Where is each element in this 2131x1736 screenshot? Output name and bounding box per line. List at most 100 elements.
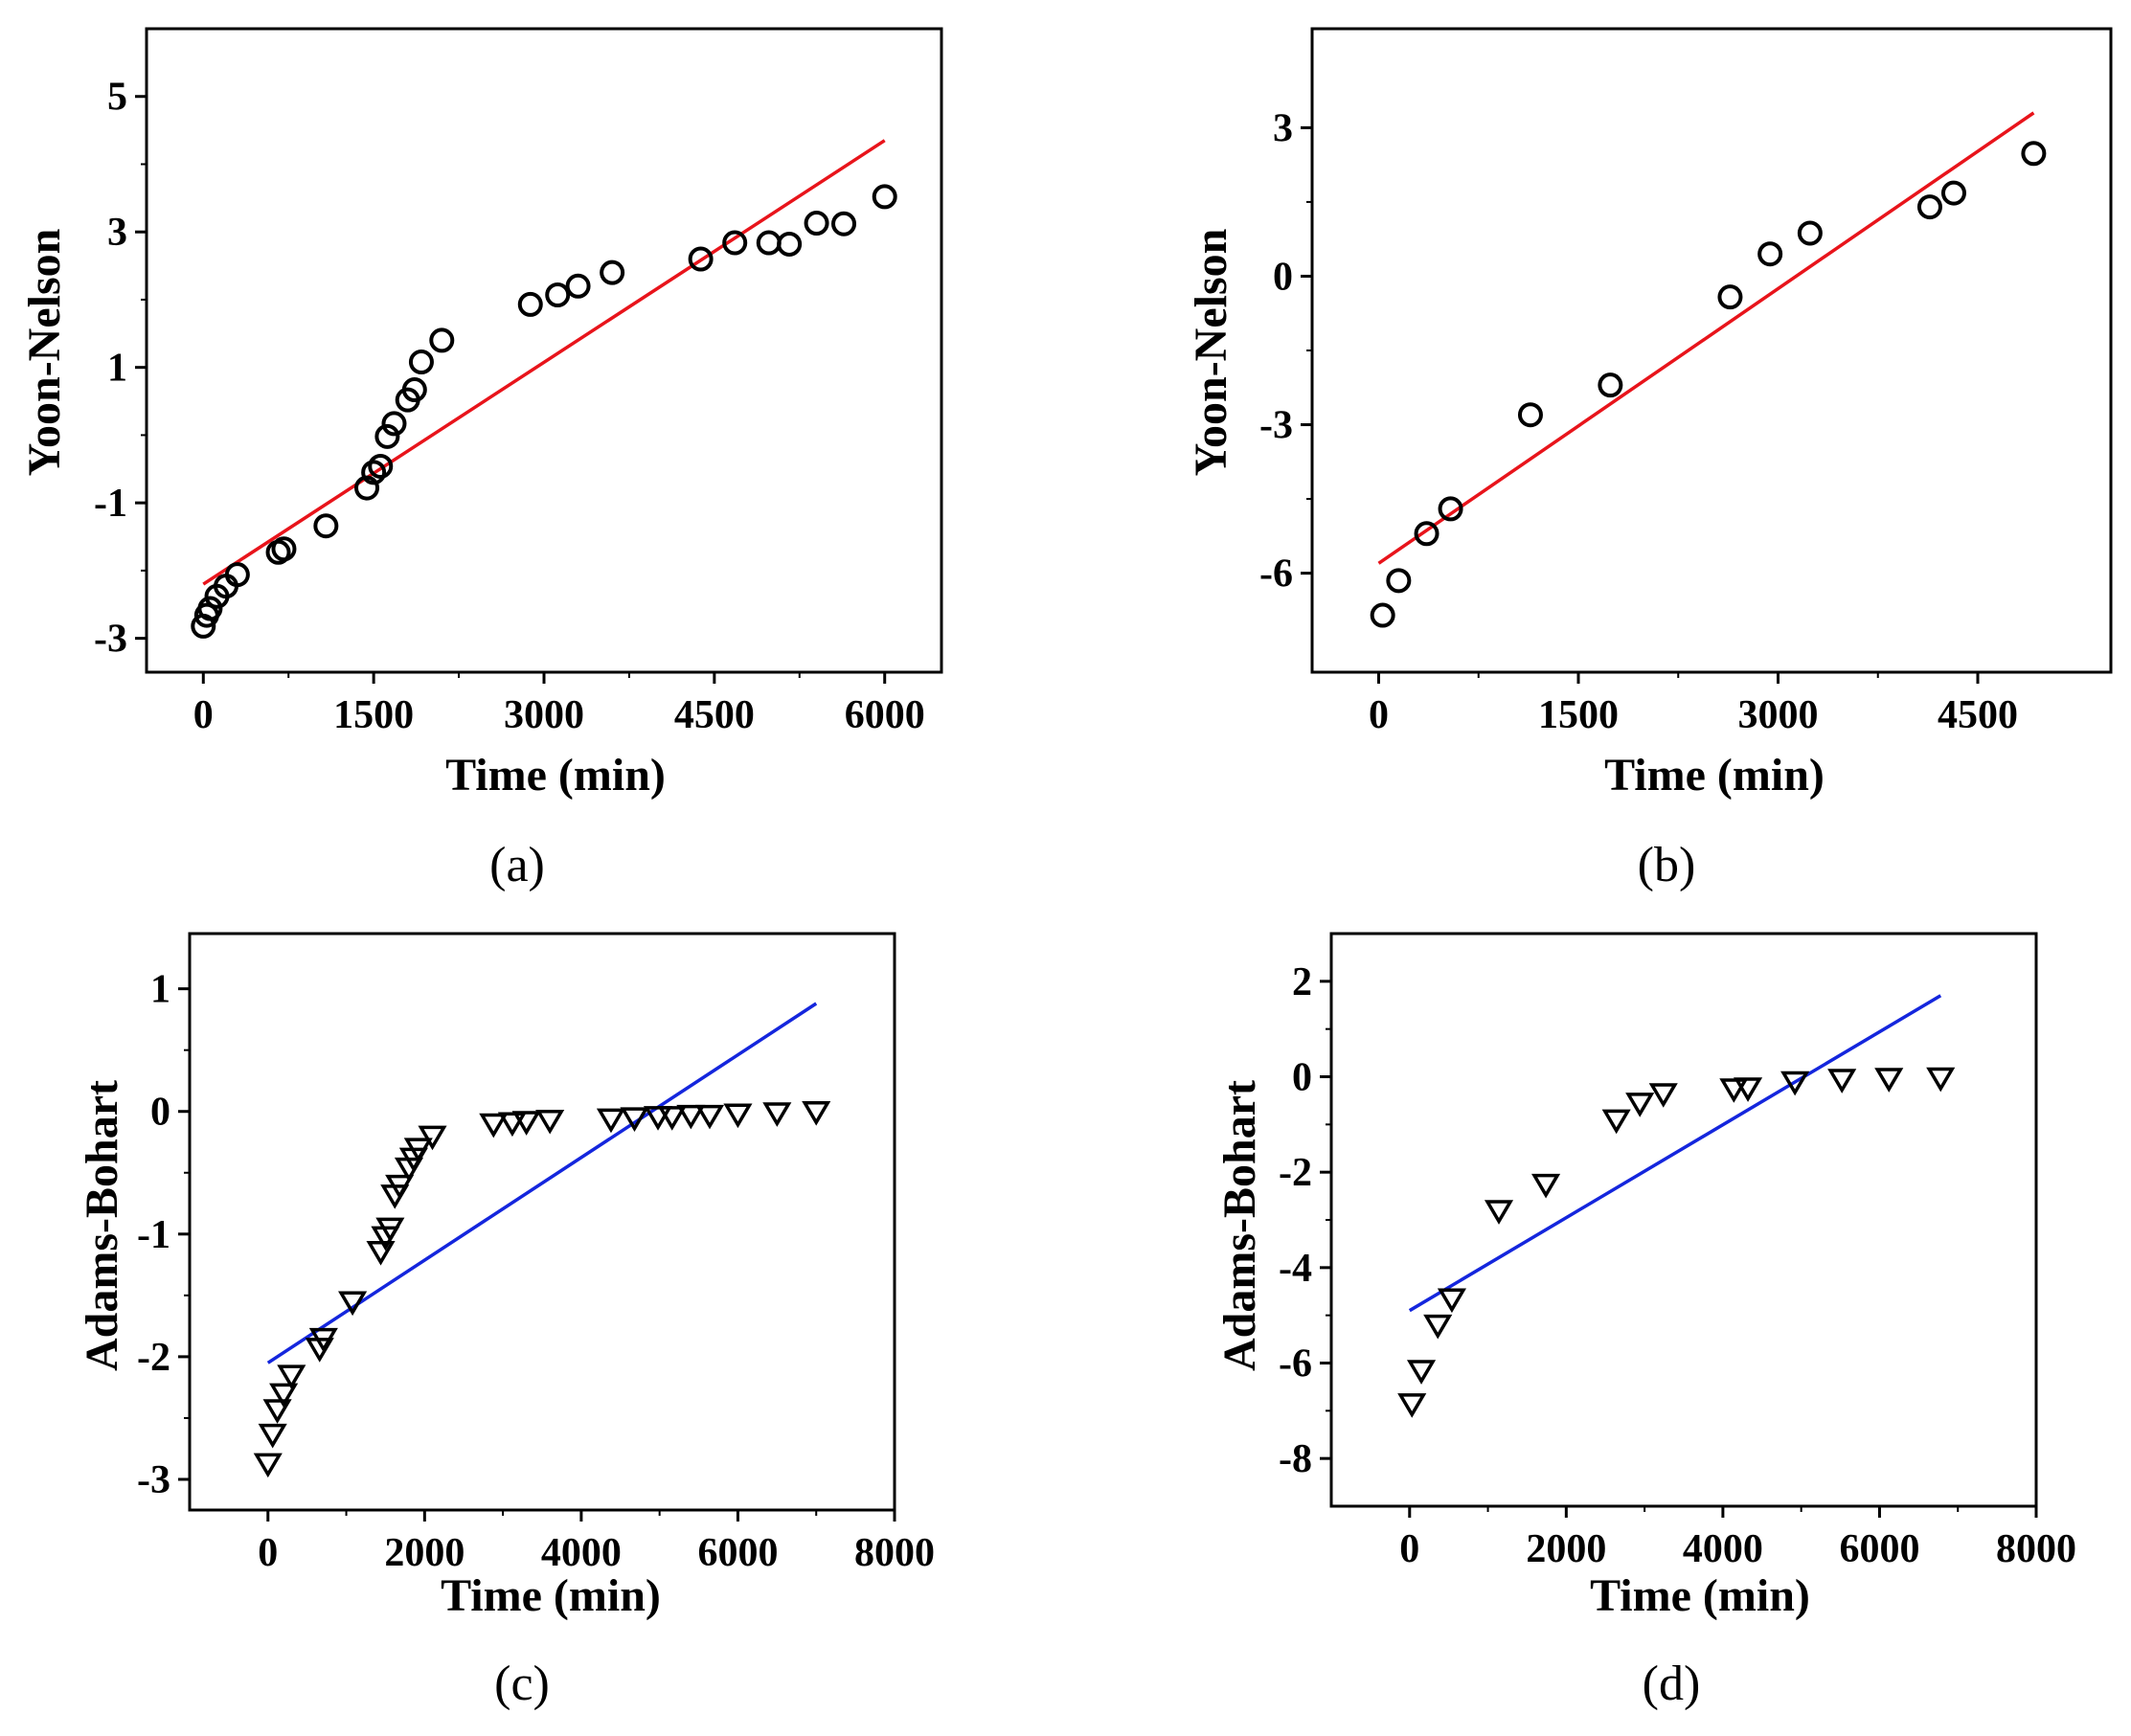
y-tick-label: -2 <box>137 1336 170 1380</box>
x-tick-label: 2000 <box>1526 1527 1606 1571</box>
x-tick-label: 6000 <box>845 693 925 737</box>
data-point <box>872 184 897 210</box>
data-point <box>1625 1093 1655 1117</box>
chart-panel-b: 0 1500 3000 4500 -6 -3 0 3 Time (min) Yoon-Nels… <box>1186 27 2113 892</box>
axis-ticks: 0 1500 3000 4500 -6 -3 0 3 <box>1259 106 2018 737</box>
data-point <box>802 1100 831 1126</box>
data-point <box>831 211 857 237</box>
data-point <box>1916 194 1942 220</box>
axis-ticks: 0 1500 3000 4500 6000 -3 -1 1 3 5 <box>94 76 925 737</box>
y-tick-label: -3 <box>137 1458 170 1502</box>
data-point <box>385 1174 415 1200</box>
data-point <box>1438 496 1463 522</box>
data-point <box>271 536 297 562</box>
data-point <box>756 230 782 256</box>
data-point <box>565 273 591 299</box>
x-axis-title: Time (min) <box>1604 750 1825 800</box>
data-point <box>368 453 394 479</box>
data-point <box>1874 1068 1904 1093</box>
data-point <box>517 291 543 317</box>
data-point <box>381 411 407 437</box>
fit-line <box>202 139 886 586</box>
y-axis-title: Yoon-Nelson <box>19 229 70 477</box>
data-point <box>1940 180 1966 206</box>
x-tick-label: 4000 <box>541 1531 622 1575</box>
y-tick-label: 3 <box>107 211 127 255</box>
y-tick-label: 0 <box>1273 255 1293 299</box>
x-tick-label: 6000 <box>1839 1527 1919 1571</box>
data-point <box>1598 372 1623 398</box>
data-point <box>511 1111 541 1136</box>
x-tick-label: 3000 <box>504 693 584 737</box>
data-point <box>1717 284 1743 310</box>
x-tick-label: 0 <box>193 693 214 737</box>
axis-ticks: 0 2000 4000 6000 8000 -8 -6 -4 -2 0 2 <box>1279 960 2076 1571</box>
fit-line-group <box>1408 994 1942 1313</box>
panel-label: (b) <box>1638 838 1696 892</box>
fit-line-group <box>202 139 886 586</box>
data-point <box>308 1327 338 1353</box>
data-point <box>269 1383 299 1409</box>
data-point <box>535 1109 565 1135</box>
data-point <box>197 596 223 621</box>
data-point <box>418 1125 447 1151</box>
data-point <box>1780 1071 1810 1096</box>
data-point <box>722 230 748 256</box>
x-tick-label: 4500 <box>1938 693 2018 737</box>
data-point <box>361 460 387 485</box>
chart-panel-d: 0 2000 4000 6000 8000 -8 -6 -4 -2 0 2 Time (min) A… <box>1214 932 2076 1711</box>
data-point <box>313 513 339 539</box>
y-tick-label: 2 <box>1292 960 1312 1004</box>
data-point <box>338 1291 368 1317</box>
data-point <box>1733 1077 1763 1102</box>
data-point <box>1719 1078 1749 1103</box>
x-tick-label: 0 <box>258 1531 278 1575</box>
data-point <box>600 259 625 285</box>
x-tick-label: 4000 <box>1683 1527 1763 1571</box>
y-tick-label: -6 <box>1259 552 1293 597</box>
data-point <box>596 1108 626 1134</box>
y-tick-label: 1 <box>150 968 170 1012</box>
data-point <box>2021 141 2047 167</box>
data-point <box>408 349 434 375</box>
y-tick-label: -2 <box>1279 1151 1312 1195</box>
data-points <box>191 184 897 639</box>
data-point <box>1926 1067 1956 1093</box>
panel-label: (c) <box>494 1657 550 1711</box>
data-point <box>1397 1393 1427 1418</box>
axis-ticks: 0 2000 4000 6000 8000 -3 -2 -1 0 1 <box>137 968 935 1575</box>
data-point <box>1437 1288 1466 1314</box>
data-point <box>224 562 250 588</box>
data-point <box>262 1399 292 1424</box>
data-point <box>762 1102 792 1127</box>
data-point <box>1484 1200 1514 1225</box>
data-point <box>643 1106 673 1131</box>
y-tick-label: -3 <box>94 618 127 662</box>
data-points <box>253 1100 831 1478</box>
data-point <box>1517 402 1543 428</box>
data-point <box>777 231 803 257</box>
x-tick-label: 0 <box>1369 693 1389 737</box>
y-tick-label: -8 <box>1279 1437 1312 1481</box>
x-axis-title: Time (min) <box>1590 1570 1810 1621</box>
plot-frame <box>1329 932 2038 1508</box>
y-tick-label: -1 <box>137 1213 170 1257</box>
data-point <box>620 1107 649 1132</box>
data-points <box>1370 141 2047 628</box>
fit-line <box>1408 994 1942 1313</box>
x-tick-label: 1500 <box>1538 693 1619 737</box>
y-tick-label: -4 <box>1279 1247 1312 1291</box>
y-axis-title: Adams-Bohart <box>77 1080 127 1371</box>
data-point <box>375 1217 405 1243</box>
data-point <box>1414 521 1440 547</box>
data-point <box>497 1112 527 1138</box>
data-point <box>1648 1083 1678 1108</box>
x-tick-label: 4500 <box>674 693 755 737</box>
plot-frame <box>145 27 943 674</box>
data-point <box>1406 1360 1437 1385</box>
x-axis-title: Time (min) <box>445 750 666 800</box>
y-tick-label: 0 <box>150 1091 170 1135</box>
x-tick-label: 6000 <box>697 1531 778 1575</box>
chart-panel-c: 0 2000 4000 6000 8000 -3 -2 -1 0 1 Time (min) Ada… <box>77 932 935 1711</box>
